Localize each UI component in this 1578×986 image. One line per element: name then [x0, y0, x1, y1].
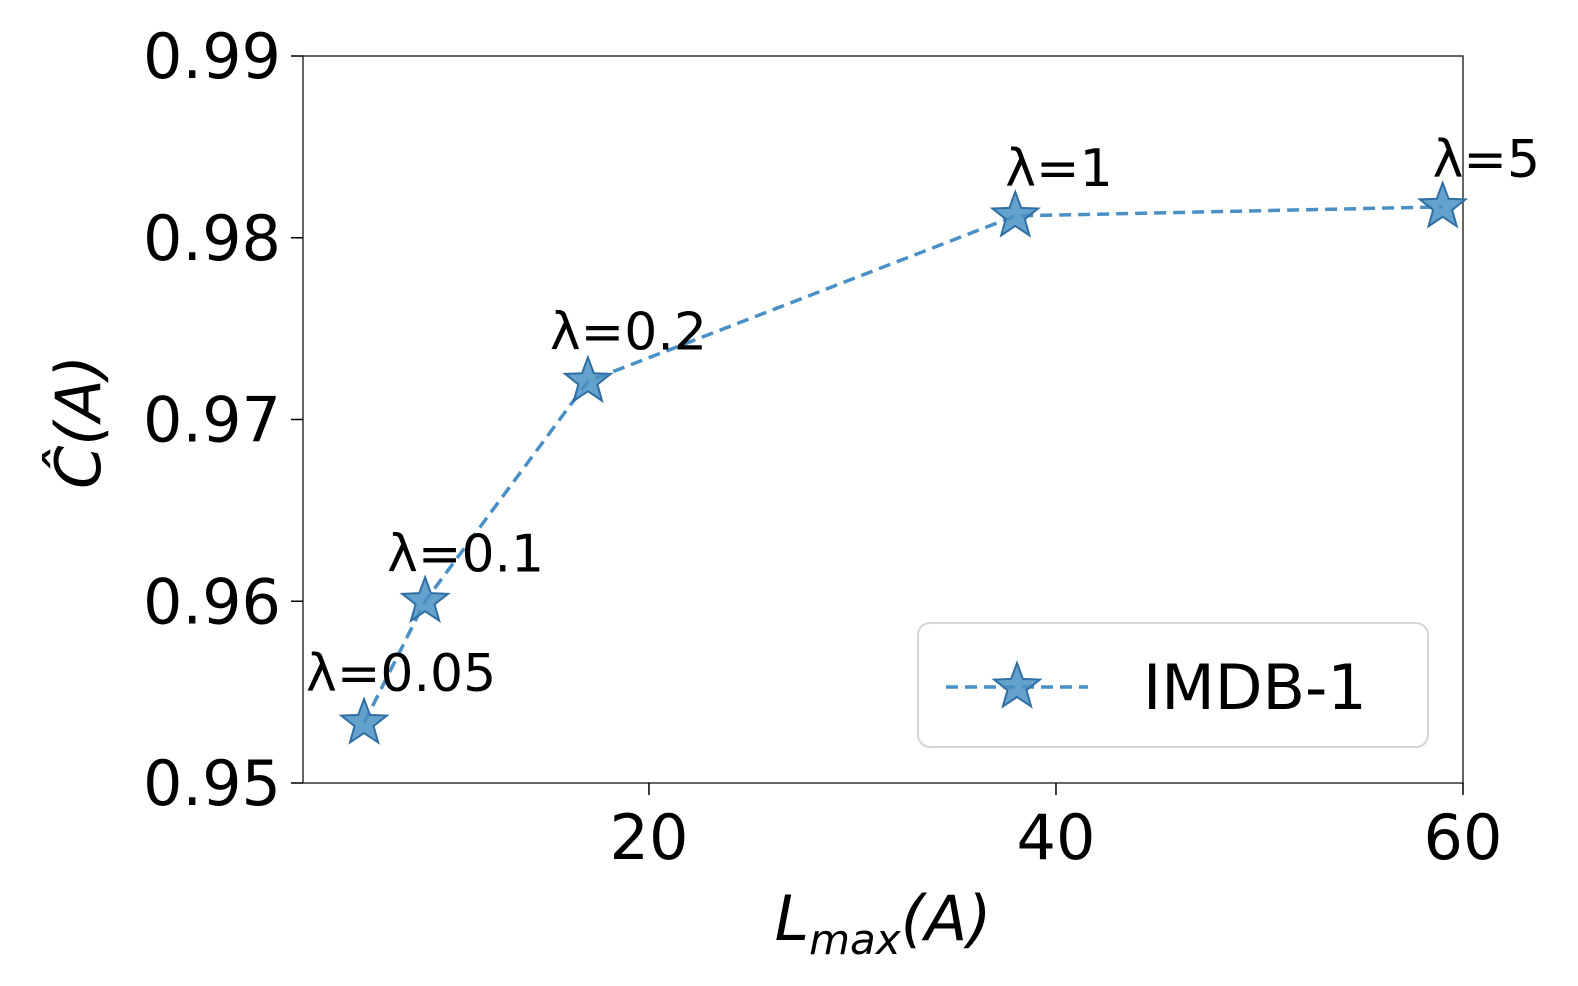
data-point-star [399, 574, 451, 624]
y-tick-label: 0.99 [143, 20, 281, 93]
point-annotation: λ=0.05 [306, 644, 496, 704]
x-axis-label-rest: (A) [901, 882, 992, 955]
point-annotation: λ=1 [1005, 139, 1112, 199]
y-tick-label: 0.97 [143, 384, 281, 457]
point-annotation: λ=0.2 [550, 302, 707, 362]
x-tick-label: 60 [1424, 801, 1503, 874]
data-point-star [1417, 179, 1469, 229]
y-tick-label: 0.98 [143, 202, 281, 275]
data-point-star [989, 189, 1041, 238]
point-annotation: λ=0.1 [387, 524, 544, 584]
x-axis-label-main: L [775, 882, 810, 955]
legend: IMDB-1 [917, 622, 1429, 748]
x-axis-label-sub: max [809, 915, 902, 964]
x-tick-label: 20 [610, 801, 689, 874]
legend-box [917, 622, 1429, 748]
x-tick-label: 40 [1017, 801, 1096, 874]
data-point-star [338, 696, 390, 745]
data-point-star [562, 354, 614, 404]
legend-star-marker [991, 660, 1043, 709]
y-axis-label: Ĉ(A) [42, 355, 115, 489]
x-axis-label: Lmax(A) [775, 882, 992, 964]
legend-label: IMDB-1 [1143, 651, 1367, 724]
point-annotation: λ=5 [1433, 130, 1540, 190]
y-tick-label: 0.95 [143, 747, 281, 820]
y-tick-label: 0.96 [143, 565, 281, 638]
